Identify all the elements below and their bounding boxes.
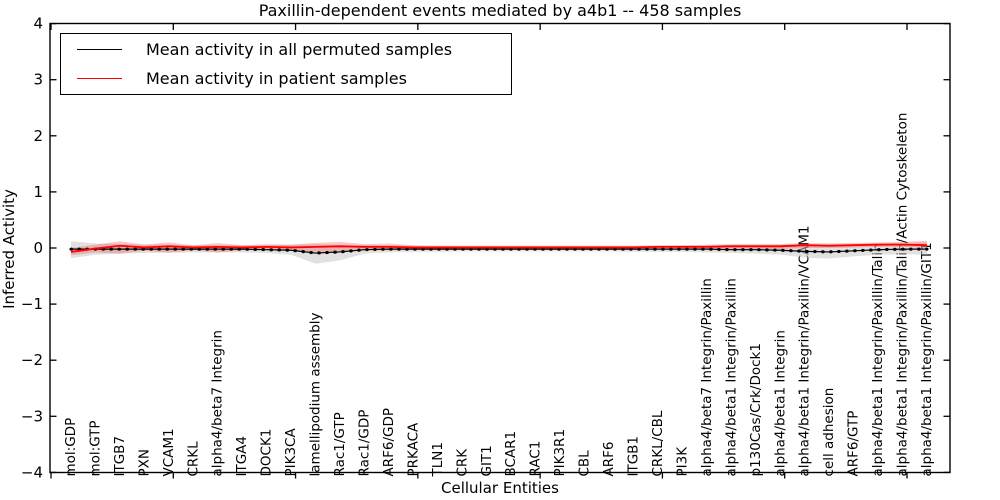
x-tick-label: DOCK1 (259, 429, 275, 477)
y-axis-title: Inferred Activity (0, 189, 18, 309)
y-tick-label: 4 (33, 15, 43, 33)
x-tick-label: BCAR1 (503, 431, 519, 477)
x-tick-label: VCAM1 (161, 428, 177, 476)
legend-label-patient: Mean activity in patient samples (146, 69, 407, 89)
x-tick-labels: mol:GDP mol:GTP ITGB7 PXN VCAM1 CRKL alpha4/be… (63, 113, 935, 478)
y-axis-ticks: 4 3 2 1 0 −1 −2 −3 −4 (21, 15, 950, 481)
x-tick-label: alpha4/beta7 Integrin/Paxillin (699, 278, 715, 476)
x-tick-label: alpha4/beta1 Integrin/Paxillin (723, 278, 739, 476)
y-tick-label: 2 (33, 127, 43, 145)
x-tick-label: PXN (136, 449, 152, 477)
x-tick-label: alpha4/beta7 Integrin (210, 330, 226, 476)
legend-line-red (77, 78, 122, 80)
x-tick-label: CRK (454, 448, 470, 477)
x-tick-label: PIK3CA (283, 428, 299, 477)
x-tick-label: mol:GTP (87, 420, 103, 476)
x-tick-label: RAC1 (528, 441, 544, 477)
patient-mean-line (70, 243, 928, 253)
x-tick-label: GIT1 (479, 445, 495, 476)
legend-item-permuted: Mean activity in all permuted samples (61, 35, 511, 63)
legend-item-patient: Mean activity in patient samples (61, 65, 511, 93)
x-tick-label: CRKL/CBL (650, 410, 666, 476)
x-axis-title: Cellular Entities (441, 479, 559, 497)
y-tick-label: −4 (21, 463, 43, 481)
y-tick-label: 0 (33, 239, 43, 257)
y-tick-label: 3 (33, 71, 43, 89)
x-tick-label: ARF6 (601, 442, 617, 477)
x-tick-label: CBL (577, 450, 593, 477)
x-tick-label: Rac1/GDP (356, 410, 372, 477)
x-tick-label: alpha4/beta1 Integrin/Paxillin/Talin (870, 243, 886, 476)
x-tick-label: ITGA4 (234, 436, 250, 477)
x-axis-ticks (50, 23, 908, 479)
x-tick-label: mol:GDP (63, 418, 79, 477)
x-tick-label: alpha4/beta1 Integrin/Paxillin/VCAM1 (797, 225, 813, 476)
chart-title: Paxillin-dependent events mediated by a4… (258, 1, 742, 20)
y-tick-label: −1 (21, 295, 43, 313)
x-tick-label: alpha4/beta1 Integrin (772, 330, 788, 476)
x-tick-label: PI3K (674, 446, 690, 477)
x-tick-label: lamellipodium assembly (308, 313, 324, 477)
y-tick-label: 1 (33, 183, 43, 201)
x-tick-label: cell adhesion (821, 388, 837, 477)
x-tick-label: p130Cas/Crk/Dock1 (748, 343, 764, 476)
x-tick-label: TLN1 (430, 442, 446, 477)
x-tick-label: ARF6/GDP (381, 408, 397, 477)
x-tick-label: CRKL (185, 441, 201, 477)
legend-label-permuted: Mean activity in all permuted samples (146, 39, 453, 59)
x-tick-label: alpha4/beta1 Integrin/Paxillin/GIT1 (919, 242, 935, 476)
y-tick-label: −3 (21, 407, 43, 425)
x-tick-label: PRKACA (405, 422, 421, 477)
x-tick-label: ARF6/GTP (846, 411, 862, 477)
x-tick-label: PIK3R1 (552, 429, 568, 477)
x-tick-label: Rac1/GTP (332, 412, 348, 476)
x-tick-label: ITGB1 (626, 436, 642, 477)
legend-line-black (77, 48, 122, 50)
legend-box: Mean activity in all permuted samples Me… (60, 33, 512, 95)
x-tick-label: ITGB7 (112, 436, 128, 477)
x-tick-label: alpha4/beta1 Integrin/Paxillin/Talin/Act… (895, 113, 911, 477)
y-tick-label: −2 (21, 351, 43, 369)
permuted-mean-markers (69, 247, 929, 255)
